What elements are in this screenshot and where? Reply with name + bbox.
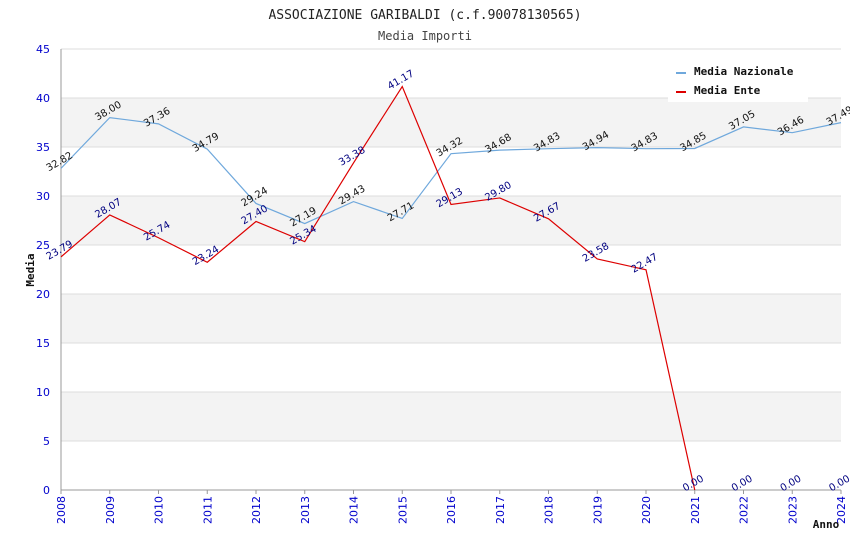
x-tick-label: 2024 xyxy=(835,496,848,524)
y-tick-label: 35 xyxy=(36,141,50,154)
x-tick-label: 2013 xyxy=(299,496,312,524)
x-tick-label: 2012 xyxy=(250,496,263,524)
x-tick-label: 2018 xyxy=(543,496,556,524)
y-tick-label: 10 xyxy=(36,386,50,399)
y-axis-title: Media xyxy=(24,253,37,286)
chart-title: ASSOCIAZIONE GARIBALDI (c.f.90078130565) xyxy=(268,8,581,23)
y-tick-label: 15 xyxy=(36,337,50,350)
x-tick-label: 2020 xyxy=(640,496,653,524)
plot-band xyxy=(61,147,841,196)
x-tick-label: 2021 xyxy=(689,496,702,524)
y-tick-label: 25 xyxy=(36,239,50,252)
x-tick-label: 2009 xyxy=(104,496,117,524)
y-tick-label: 20 xyxy=(36,288,50,301)
x-tick-label: 2023 xyxy=(786,496,799,524)
x-tick-label: 2008 xyxy=(55,496,68,524)
legend: Media Nazionale Media Ente xyxy=(668,60,808,102)
y-axis-ticks: 0 5 10 15 20 25 30 35 40 45 xyxy=(36,43,50,497)
x-tick-label: 2022 xyxy=(738,496,751,524)
x-tick-label: 2016 xyxy=(445,496,458,524)
axes xyxy=(60,49,842,494)
legend-label-media-nazionale: Media Nazionale xyxy=(694,65,794,78)
y-tick-label: 45 xyxy=(36,43,50,56)
x-tick-label: 2015 xyxy=(396,496,409,524)
series-line-media-ente xyxy=(60,85,696,491)
plot-background-bands xyxy=(61,49,841,490)
x-tick-label: 2010 xyxy=(153,496,166,524)
x-tick-label: 2011 xyxy=(201,496,214,524)
y-tick-label: 5 xyxy=(43,435,50,448)
y-tick-label: 30 xyxy=(36,190,50,203)
series-line-media-nazionale xyxy=(60,116,842,225)
x-tick-label: 2019 xyxy=(591,496,604,524)
x-axis-ticks: 2008 2009 2010 2011 2012 2013 2014 2015 2016 2017… xyxy=(55,496,848,524)
plot-band xyxy=(61,441,841,490)
plot-band xyxy=(61,245,841,294)
legend-background xyxy=(668,60,808,102)
x-tick-label: 2014 xyxy=(348,496,361,524)
plot-band xyxy=(61,392,841,441)
legend-label-media-ente: Media Ente xyxy=(694,84,761,97)
series-lines xyxy=(60,85,842,491)
plot-band xyxy=(61,343,841,392)
x-tick-label: 2017 xyxy=(494,496,507,524)
y-tick-label: 0 xyxy=(43,484,50,497)
plot-band xyxy=(61,98,841,147)
chart-subtitle: Media Importi xyxy=(378,29,472,43)
x-axis-title: Anno xyxy=(813,518,840,531)
plot-band xyxy=(61,294,841,343)
y-tick-label: 40 xyxy=(36,92,50,105)
